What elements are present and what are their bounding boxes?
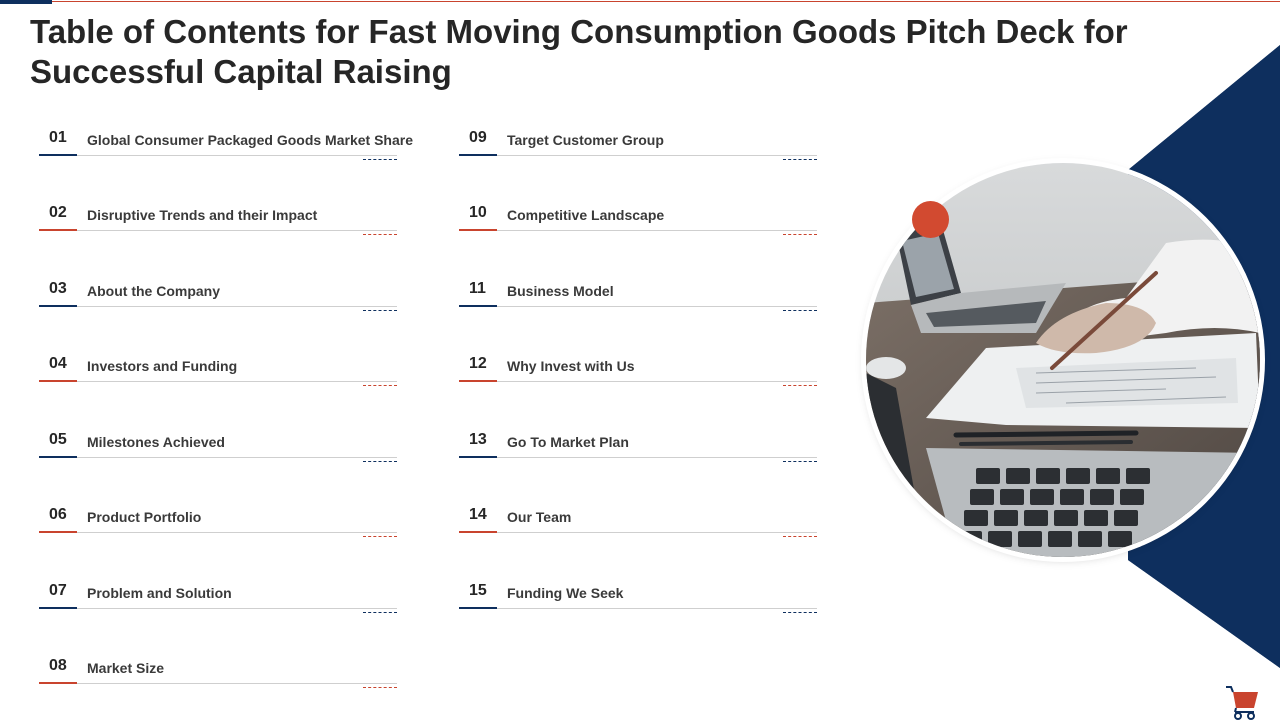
toc-dash-line — [783, 461, 817, 462]
toc-accent-line — [459, 456, 497, 458]
toc-label: Global Consumer Packaged Goods Market Sh… — [87, 132, 413, 148]
toc-label: Target Customer Group — [507, 132, 664, 148]
toc-underline — [39, 457, 397, 458]
toc-dash-line — [783, 385, 817, 386]
toc-number: 12 — [469, 355, 487, 372]
toc-underline — [459, 230, 817, 231]
toc-number: 03 — [49, 280, 67, 297]
toc-dash-line — [783, 310, 817, 311]
toc-item-14: 14 Our Team — [459, 506, 817, 546]
toc-label: Why Invest with Us — [507, 358, 635, 374]
toc-label: Go To Market Plan — [507, 434, 629, 450]
toc-underline — [459, 457, 817, 458]
toc-underline — [39, 381, 397, 382]
toc-accent-line — [39, 305, 77, 307]
toc-number: 07 — [49, 582, 67, 599]
toc-underline — [459, 306, 817, 307]
toc-accent-line — [39, 607, 77, 609]
toc-dash-line — [783, 536, 817, 537]
toc-underline — [39, 683, 397, 684]
toc-number: 06 — [49, 506, 67, 523]
toc-number: 04 — [49, 355, 67, 372]
toc-accent-line — [459, 154, 497, 156]
toc-item-13: 13 Go To Market Plan — [459, 431, 817, 471]
toc-dash-line — [363, 385, 397, 386]
toc-label: Our Team — [507, 509, 572, 525]
toc-label: Market Size — [87, 660, 165, 676]
toc-accent-line — [39, 531, 77, 533]
toc-number: 01 — [49, 129, 67, 146]
toc-dash-line — [363, 310, 397, 311]
toc-dash-line — [363, 612, 397, 613]
page-title: Table of Contents for Fast Moving Consum… — [30, 13, 1128, 90]
toc-label: Business Model — [507, 283, 614, 299]
toc-accent-line — [459, 305, 497, 307]
toc-dash-line — [783, 612, 817, 613]
top-rule-line — [52, 1, 1280, 2]
toc-dash-line — [363, 461, 397, 462]
toc-number: 09 — [469, 129, 487, 146]
toc-item-02: 02 Disruptive Trends and their Impact — [39, 204, 397, 244]
toc-label: Problem and Solution — [87, 585, 232, 601]
toc-item-12: 12 Why Invest with Us — [459, 355, 817, 395]
toc-underline — [459, 381, 817, 382]
toc-item-11: 11 Business Model — [459, 280, 817, 320]
toc-item-10: 10 Competitive Landscape — [459, 204, 817, 244]
toc-label: Competitive Landscape — [507, 207, 665, 223]
toc-item-01: 01 Global Consumer Packaged Goods Market… — [39, 129, 413, 169]
toc-number: 08 — [49, 657, 67, 674]
toc-underline — [459, 155, 817, 156]
red-circle-decoration — [912, 201, 949, 238]
toc-dash-line — [363, 536, 397, 537]
toc-number: 15 — [469, 582, 487, 599]
toc-accent-line — [39, 229, 77, 231]
toc-underline — [39, 306, 397, 307]
toc-number: 02 — [49, 204, 67, 221]
toc-dash-line — [363, 234, 397, 235]
toc-underline — [39, 230, 397, 231]
toc-accent-line — [39, 154, 77, 156]
toc-item-03: 03 About the Company — [39, 280, 397, 320]
toc-accent-line — [39, 456, 77, 458]
toc-label: Product Portfolio — [87, 509, 202, 525]
toc-accent-line — [459, 380, 497, 382]
toc-dash-line — [783, 159, 817, 160]
toc-underline — [39, 532, 397, 533]
toc-number: 05 — [49, 431, 67, 448]
toc-number: 11 — [469, 280, 486, 297]
toc-item-04: 04 Investors and Funding — [39, 355, 397, 395]
toc-item-08: 08 Market Size — [39, 657, 397, 697]
toc-item-07: 07 Problem and Solution — [39, 582, 397, 622]
toc-number: 10 — [469, 204, 487, 221]
toc-underline — [39, 155, 397, 156]
toc-dash-line — [363, 687, 397, 688]
toc-item-06: 06 Product Portfolio — [39, 506, 397, 546]
toc-label: Funding We Seek — [507, 585, 624, 601]
toc-accent-line — [459, 229, 497, 231]
toc-item-15: 15 Funding We Seek — [459, 582, 817, 622]
toc-accent-line — [459, 607, 497, 609]
toc-accent-line — [39, 682, 77, 684]
toc-number: 13 — [469, 431, 487, 448]
top-accent-bar — [0, 0, 52, 4]
toc-accent-line — [459, 531, 497, 533]
toc-item-05: 05 Milestones Achieved — [39, 431, 397, 471]
toc-accent-line — [39, 380, 77, 382]
toc-underline — [39, 608, 397, 609]
toc-label: Investors and Funding — [87, 358, 238, 374]
toc-underline — [459, 532, 817, 533]
toc-number: 14 — [469, 506, 487, 523]
toc-label: Milestones Achieved — [87, 434, 225, 450]
toc-dash-line — [783, 234, 817, 235]
toc-item-09: 09 Target Customer Group — [459, 129, 817, 169]
toc-underline — [459, 608, 817, 609]
shopping-cart-icon — [1226, 686, 1258, 720]
toc-dash-line — [363, 159, 397, 160]
toc-label: Disruptive Trends and their Impact — [87, 207, 318, 223]
toc-label: About the Company — [87, 283, 220, 299]
